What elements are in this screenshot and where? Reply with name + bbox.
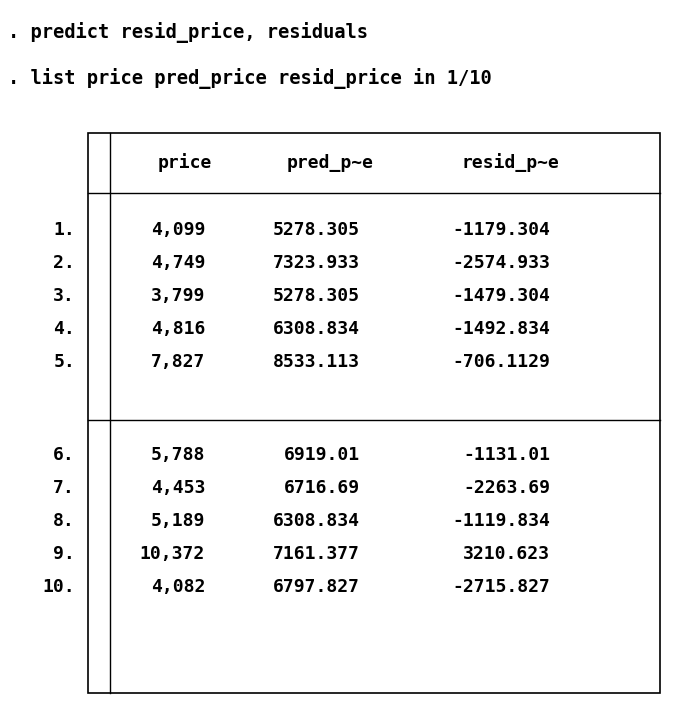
Text: price: price	[158, 153, 213, 173]
Text: 5.: 5.	[53, 353, 75, 371]
Text: 6.: 6.	[53, 446, 75, 464]
Text: 5,189: 5,189	[150, 512, 205, 530]
Text: 4,816: 4,816	[150, 320, 205, 338]
Text: 6919.01: 6919.01	[284, 446, 360, 464]
Text: 7.: 7.	[53, 479, 75, 497]
Text: 4,082: 4,082	[150, 578, 205, 596]
Text: 4,749: 4,749	[150, 254, 205, 272]
Text: 5278.305: 5278.305	[273, 221, 360, 239]
Text: 4,099: 4,099	[150, 221, 205, 239]
Text: 9.: 9.	[53, 545, 75, 563]
Text: -1492.834: -1492.834	[452, 320, 550, 338]
Text: 4.: 4.	[53, 320, 75, 338]
Text: 3.: 3.	[53, 287, 75, 305]
Text: 5,788: 5,788	[150, 446, 205, 464]
Text: 6797.827: 6797.827	[273, 578, 360, 596]
Text: 6308.834: 6308.834	[273, 320, 360, 338]
Text: 10,372: 10,372	[140, 545, 205, 563]
Text: 3210.623: 3210.623	[463, 545, 550, 563]
Text: 8533.113: 8533.113	[273, 353, 360, 371]
Text: 10.: 10.	[42, 578, 75, 596]
Text: 4,453: 4,453	[150, 479, 205, 497]
Text: 2.: 2.	[53, 254, 75, 272]
Text: 1.: 1.	[53, 221, 75, 239]
Text: -1179.304: -1179.304	[452, 221, 550, 239]
Text: . predict resid_price, residuals: . predict resid_price, residuals	[8, 22, 368, 43]
Text: -2263.69: -2263.69	[463, 479, 550, 497]
Text: resid_p~e: resid_p~e	[461, 153, 559, 173]
Text: pred_p~e: pred_p~e	[286, 154, 373, 172]
Text: -1119.834: -1119.834	[452, 512, 550, 530]
Bar	[88, 133, 660, 693]
Text: -2715.827: -2715.827	[452, 578, 550, 596]
Text: 6308.834: 6308.834	[273, 512, 360, 530]
Text: 6716.69: 6716.69	[284, 479, 360, 497]
Text: 7323.933: 7323.933	[273, 254, 360, 272]
Text: 7,827: 7,827	[150, 353, 205, 371]
Text: -1131.01: -1131.01	[463, 446, 550, 464]
Text: -2574.933: -2574.933	[452, 254, 550, 272]
Text: 7161.377: 7161.377	[273, 545, 360, 563]
Text: 5278.305: 5278.305	[273, 287, 360, 305]
Text: 3,799: 3,799	[150, 287, 205, 305]
Text: -706.1129: -706.1129	[452, 353, 550, 371]
Text: 8.: 8.	[53, 512, 75, 530]
Text: -1479.304: -1479.304	[452, 287, 550, 305]
Text: . list price pred_price resid_price in 1/10: . list price pred_price resid_price in 1…	[8, 68, 492, 89]
